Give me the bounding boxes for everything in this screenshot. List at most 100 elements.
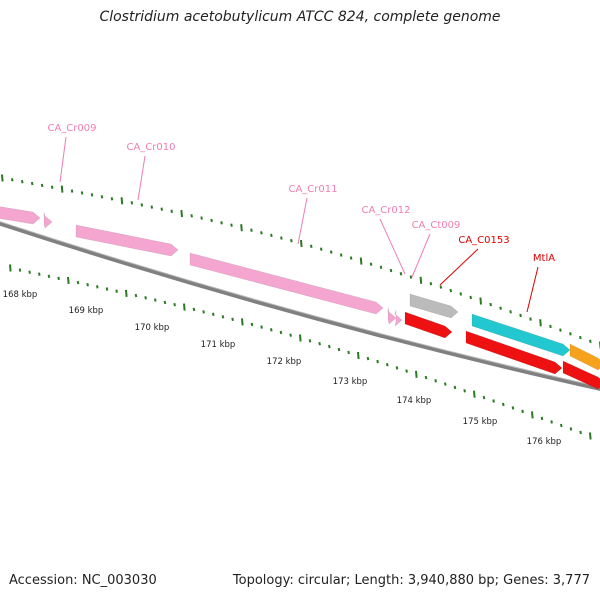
outer-tick (200, 216, 203, 220)
outer-tick (140, 203, 144, 207)
outer-tick (280, 236, 283, 240)
gene-arrow-pink (394, 309, 403, 327)
inner-tick (279, 330, 283, 335)
outer-tick (419, 276, 423, 284)
scale-label: 173 kbp (333, 377, 368, 387)
scale-label: 170 kbp (135, 323, 170, 333)
inner-tick (463, 389, 466, 393)
inner-tick (105, 287, 109, 291)
outer-tick (479, 297, 482, 305)
outer-tick (300, 239, 303, 248)
scale-label: 174 kbp (397, 396, 432, 406)
inner-tick (18, 268, 22, 272)
genome-summary-text: Topology: circular; Length: 3,940,880 bp… (232, 573, 590, 588)
inner-tick (241, 318, 244, 326)
inner-tick (366, 356, 370, 361)
outer-tick (60, 185, 64, 193)
gene-arrow-pink (0, 206, 41, 225)
outer-tick (459, 292, 463, 296)
scale-label: 172 kbp (267, 357, 302, 367)
outer-tick-track (1, 174, 600, 349)
scale-labels: 168 kbp 169 kbp 170 kbp 171 kbp 172 kbp 173 k… (3, 290, 562, 447)
inner-tick (9, 264, 12, 272)
outer-tick (569, 332, 572, 336)
outer-tick (10, 178, 14, 182)
outer-tick (489, 302, 492, 307)
outer-tick (409, 275, 413, 279)
inner-tick (28, 270, 31, 274)
outer-tick (349, 256, 353, 260)
outer-tick (1, 174, 4, 182)
inner-tick (540, 416, 544, 421)
inner-tick (318, 341, 321, 346)
gene-label: CA_Cr011 (288, 184, 337, 195)
inner-tick (521, 409, 524, 414)
inner-tick (86, 283, 89, 287)
inner-tick (337, 347, 341, 352)
inner-tick (183, 303, 186, 311)
outer-tick (519, 313, 522, 318)
inner-tick (289, 333, 292, 337)
leader-line (297, 197, 308, 245)
inner-tick (531, 411, 534, 419)
gene-label: CA_C0153 (458, 235, 509, 246)
inner-tick (47, 274, 51, 278)
outer-tick (240, 224, 243, 232)
inner-tick (550, 420, 553, 424)
inner-tick (579, 430, 582, 435)
outer-tick (160, 207, 164, 211)
inner-tick (125, 289, 128, 297)
outer-tick (509, 310, 512, 314)
gene-arrow-gray (409, 293, 459, 319)
inner-tick (328, 344, 331, 349)
outer-tick (100, 195, 104, 199)
gene-arrow-red (465, 330, 563, 375)
gene-arrow-pink (387, 306, 397, 325)
inner-tick (308, 339, 312, 343)
gene-arrow-orange (569, 343, 600, 371)
inner-tick (231, 317, 234, 322)
outer-tick (260, 231, 263, 235)
inner-tick (38, 272, 41, 276)
gene-arrow-red (404, 311, 453, 339)
inner-tick-track (9, 264, 592, 440)
outer-tick (309, 244, 313, 249)
outer-tick (399, 272, 403, 276)
inner-tick (96, 285, 99, 289)
inner-tick (134, 293, 138, 298)
outer-tick (379, 265, 383, 270)
gene-label: CA_Cr009 (47, 123, 96, 134)
inner-tick (453, 385, 457, 390)
outer-tick (50, 185, 54, 189)
outer-tick (499, 306, 502, 310)
inner-tick (444, 382, 447, 386)
inner-tick (115, 289, 118, 293)
leader-line (59, 136, 67, 183)
label-leader-lines (59, 136, 539, 313)
scale-label: 176 kbp (527, 437, 562, 447)
scale-label: 169 kbp (69, 306, 104, 316)
outer-tick (250, 228, 253, 232)
inner-tick (57, 276, 60, 281)
outer-tick (120, 197, 124, 205)
gene-label: MtlA (533, 253, 555, 264)
outer-tick (559, 328, 562, 332)
inner-tick (415, 370, 418, 378)
outer-tick (190, 214, 193, 218)
outer-tick (30, 181, 34, 186)
gene-labels: CA_Cr009 CA_Cr010 CA_Cr011 CA_Cr012CA_Ct009… (47, 123, 555, 264)
inner-tick (502, 402, 505, 407)
inner-tick (144, 296, 147, 300)
inner-tick (376, 359, 379, 364)
inner-tick (173, 303, 176, 307)
inner-tick (473, 390, 476, 398)
outer-tick (170, 209, 174, 214)
inner-tick (511, 406, 515, 410)
outer-tick (389, 268, 393, 273)
outer-tick (369, 262, 373, 266)
genome-backbone (0, 221, 600, 391)
outer-tick (80, 191, 84, 195)
gene-arrow-pink (75, 224, 179, 257)
inner-tick (589, 432, 592, 440)
